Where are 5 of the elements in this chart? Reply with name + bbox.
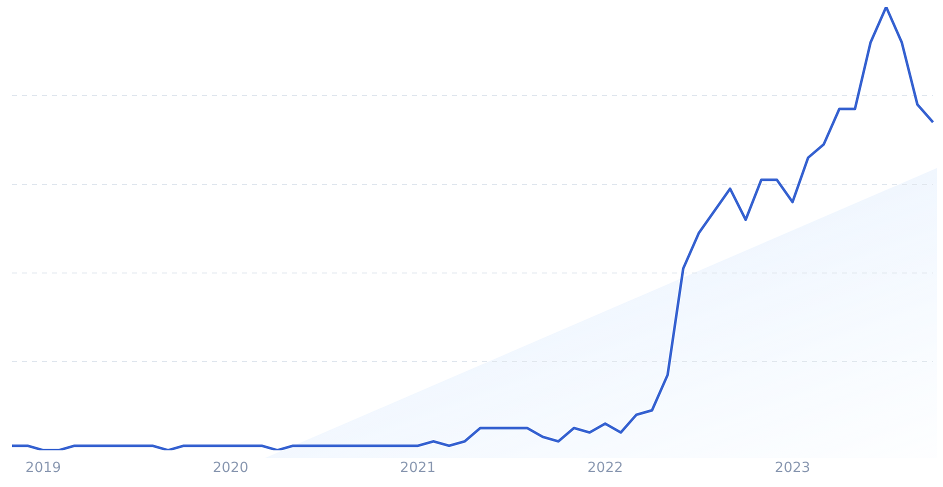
x-tick-label: 2022 bbox=[587, 460, 624, 476]
x-tick-label: 2020 bbox=[212, 460, 248, 476]
x-tick-label: 2019 bbox=[25, 460, 62, 476]
x-tick-label: 2021 bbox=[400, 460, 436, 476]
x-tick-label: 2023 bbox=[774, 460, 810, 476]
